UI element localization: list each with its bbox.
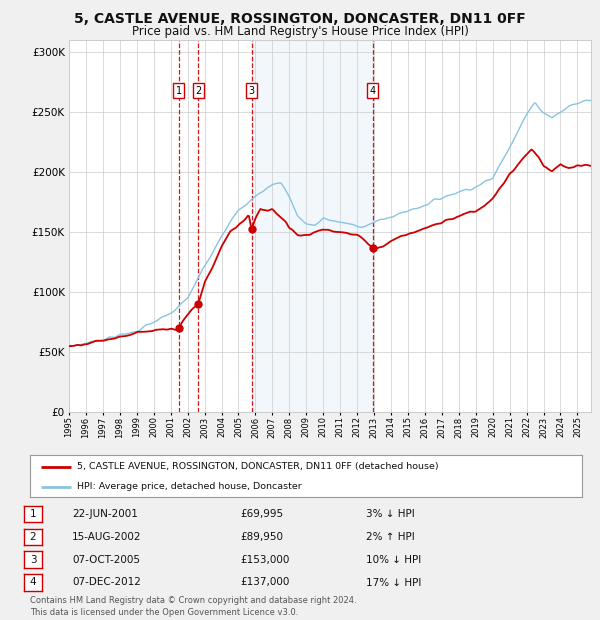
Text: 3: 3: [29, 554, 37, 565]
Text: 07-DEC-2012: 07-DEC-2012: [72, 577, 141, 588]
Text: 3: 3: [248, 86, 254, 95]
Text: £89,950: £89,950: [240, 531, 283, 542]
Text: 2: 2: [195, 86, 201, 95]
Text: 1: 1: [29, 508, 37, 519]
Text: HPI: Average price, detached house, Doncaster: HPI: Average price, detached house, Donc…: [77, 482, 302, 491]
Text: 10% ↓ HPI: 10% ↓ HPI: [366, 554, 421, 565]
Text: 1: 1: [176, 86, 182, 95]
Text: 3% ↓ HPI: 3% ↓ HPI: [366, 508, 415, 519]
Text: 2% ↑ HPI: 2% ↑ HPI: [366, 531, 415, 542]
Text: 2: 2: [29, 531, 37, 542]
Text: 5, CASTLE AVENUE, ROSSINGTON, DONCASTER, DN11 0FF (detached house): 5, CASTLE AVENUE, ROSSINGTON, DONCASTER,…: [77, 463, 439, 471]
Text: 4: 4: [370, 86, 376, 95]
Text: 5, CASTLE AVENUE, ROSSINGTON, DONCASTER, DN11 0FF: 5, CASTLE AVENUE, ROSSINGTON, DONCASTER,…: [74, 12, 526, 27]
Text: 4: 4: [29, 577, 37, 588]
Bar: [251, 40, 373, 412]
Text: 15-AUG-2002: 15-AUG-2002: [72, 531, 142, 542]
Text: 17% ↓ HPI: 17% ↓ HPI: [366, 577, 421, 588]
Text: £69,995: £69,995: [240, 508, 283, 519]
Text: £137,000: £137,000: [240, 577, 289, 588]
Text: Price paid vs. HM Land Registry's House Price Index (HPI): Price paid vs. HM Land Registry's House …: [131, 25, 469, 38]
Text: Contains HM Land Registry data © Crown copyright and database right 2024.
This d: Contains HM Land Registry data © Crown c…: [30, 596, 356, 617]
Text: 22-JUN-2001: 22-JUN-2001: [72, 508, 138, 519]
Text: £153,000: £153,000: [240, 554, 289, 565]
Text: 07-OCT-2005: 07-OCT-2005: [72, 554, 140, 565]
